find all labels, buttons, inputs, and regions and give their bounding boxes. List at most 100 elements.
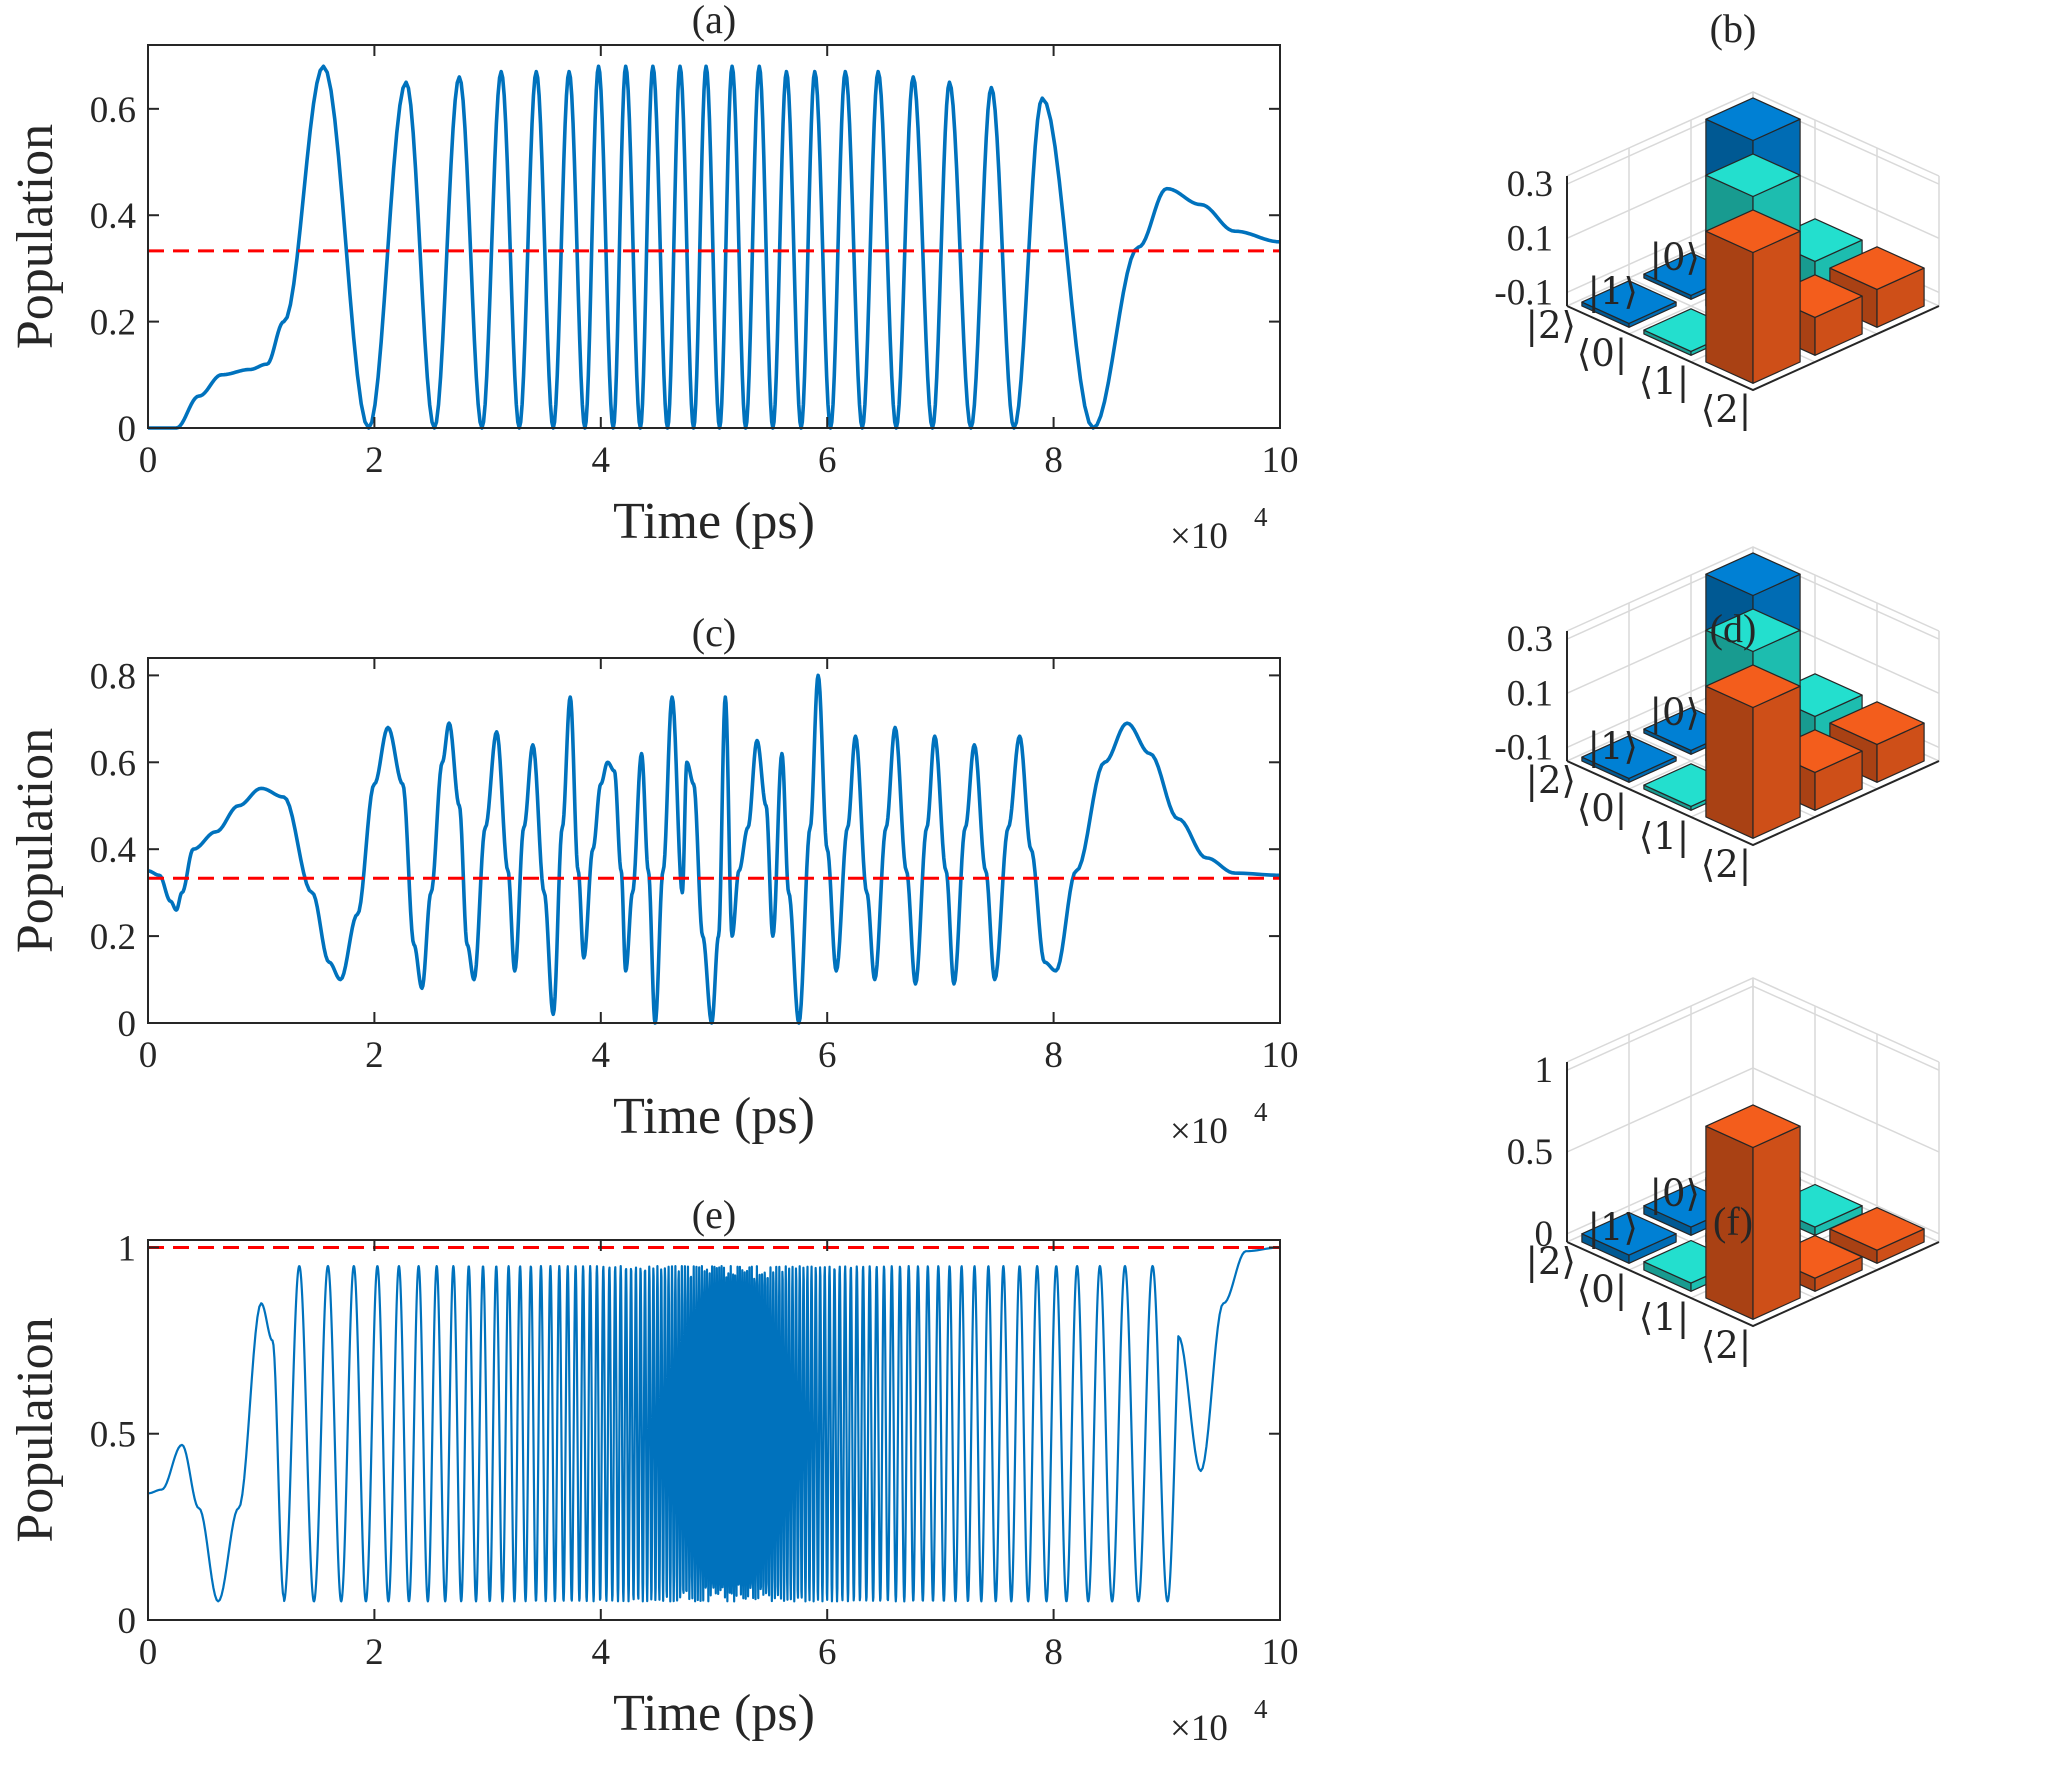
column-label: ⟨0| (1577, 332, 1627, 375)
population-series-line (147, 1246, 1281, 1603)
floor-edge (1566, 305, 1940, 392)
y-axis-label: Population (7, 124, 64, 349)
x-tick-label: 6 (818, 440, 837, 481)
x-tick-label: 8 (1044, 1035, 1063, 1076)
x-axis-exponent: 4 (1254, 502, 1268, 532)
bar-face-top (1581, 280, 1677, 324)
y-tick-label: 0.6 (90, 743, 136, 784)
bar-face-front-left (1705, 685, 1754, 839)
x-axis-multiplier: ×10 (1170, 1708, 1228, 1749)
z-tick-label: 0.3 (1507, 164, 1553, 205)
y-axis-label: Population (7, 728, 64, 953)
column-label: ⟨2| (1701, 388, 1751, 431)
bar-face-top (1705, 1104, 1801, 1149)
column-label: ⟨1| (1639, 360, 1689, 403)
plot-frame (147, 657, 1281, 1024)
panel-label: (e) (692, 1192, 736, 1237)
z-tick-label: 1 (1535, 1050, 1554, 1091)
plot-frame (147, 1239, 1281, 1621)
x-tick-label: 10 (1262, 1632, 1299, 1673)
y-tick-label: 0.2 (90, 303, 136, 344)
bar-face-top (1581, 735, 1677, 780)
y-tick-label: 0 (118, 1004, 137, 1045)
bar-face-top (1829, 701, 1925, 746)
y-tick-label: 0.5 (90, 1415, 136, 1456)
x-axis-exponent: 4 (1254, 1097, 1268, 1127)
y-tick-label: 0.2 (90, 917, 136, 958)
row-label: |1⟩ (1588, 270, 1638, 313)
bar-face-front-right (1752, 1125, 1801, 1320)
column-label: ⟨1| (1639, 1296, 1689, 1339)
column-label: ⟨0| (1577, 787, 1627, 830)
x-tick-label: 2 (365, 1035, 384, 1076)
panel-label: (a) (692, 0, 736, 42)
line-chart-e: 0 2 4 6 8 10 0 0.5 1 (e) Time (ps) Population ×10 4 (7, 1192, 1299, 1749)
row-label: |0⟩ (1650, 1172, 1700, 1215)
row-label: |1⟩ (1588, 725, 1638, 768)
x-tick-label: 0 (139, 1035, 158, 1076)
row-label: |2⟩ (1526, 304, 1576, 347)
x-tick-label: 8 (1044, 1632, 1063, 1673)
panel-label: (c) (692, 610, 736, 655)
floor-edge (1566, 1241, 1940, 1328)
bar-face-top (1581, 1211, 1677, 1256)
row-label: |2⟩ (1526, 1240, 1576, 1283)
x-tick-label: 4 (592, 440, 611, 481)
x-tick-label: 4 (592, 1035, 611, 1076)
x-tick-label: 6 (818, 1035, 837, 1076)
bar-face-top (1705, 153, 1801, 198)
bar-face-top (1829, 1206, 1925, 1251)
x-axis-label: Time (ps) (613, 1088, 815, 1145)
z-tick-label: -0.1 (1494, 727, 1553, 768)
y-tick-label: 1 (118, 1228, 137, 1269)
z-tick-label: 0.1 (1507, 218, 1553, 259)
bar-face-top (1705, 552, 1801, 597)
x-tick-label: 0 (139, 440, 158, 481)
column-label: ⟨2| (1701, 1324, 1751, 1367)
bar-face-front-right (1752, 685, 1801, 839)
y-tick-label: 0.8 (90, 656, 136, 697)
x-axis-exponent: 4 (1254, 1694, 1268, 1724)
z-tick-label: 0.1 (1507, 673, 1553, 714)
x-axis-label: Time (ps) (613, 493, 815, 550)
y-tick-label: 0.4 (90, 830, 136, 871)
z-tick-label: 0.3 (1507, 619, 1553, 660)
x-tick-label: 6 (818, 1632, 837, 1673)
line-chart-a: 0 2 4 6 8 10 0 0.2 0.4 0.6 (a) Time (ps) Population ×… (7, 0, 1299, 557)
x-tick-label: 8 (1044, 440, 1063, 481)
row-label: |1⟩ (1588, 1206, 1638, 1249)
population-series-line (147, 673, 1281, 1025)
z-tick-label: -0.1 (1494, 272, 1553, 313)
bar-face-top (1705, 97, 1801, 142)
z-tick-label: 0 (1535, 1214, 1554, 1255)
y-tick-label: 0 (118, 1601, 137, 1642)
y-tick-label: 0 (118, 409, 137, 450)
row-label: |0⟩ (1650, 691, 1700, 734)
plot-frame (147, 44, 1281, 429)
row-label: |2⟩ (1526, 759, 1576, 802)
column-label: ⟨1| (1639, 815, 1689, 858)
x-tick-label: 4 (592, 1632, 611, 1673)
x-axis-multiplier: ×10 (1170, 516, 1228, 557)
z-tick-label: 0.5 (1507, 1132, 1553, 1173)
x-axis-label: Time (ps) (613, 1685, 815, 1742)
panel-label: (d) (1710, 606, 1757, 651)
floor-edge (1566, 760, 1940, 847)
bar-face-top (1705, 608, 1801, 653)
x-tick-label: 0 (139, 1632, 158, 1673)
line-chart-c: 0 2 4 6 8 10 0 0.2 0.4 0.6 0.8 (c) Time (ps) Populati… (7, 610, 1299, 1152)
panel-label: (b) (1710, 6, 1757, 51)
x-axis-multiplier: ×10 (1170, 1111, 1228, 1152)
y-tick-label: 0.6 (90, 90, 136, 131)
panel-label: (f) (1713, 1199, 1753, 1244)
x-tick-label: 10 (1262, 440, 1299, 481)
row-label: |0⟩ (1650, 236, 1700, 279)
bar-face-top (1829, 246, 1925, 290)
column-label: ⟨2| (1701, 843, 1751, 886)
x-tick-label: 2 (365, 440, 384, 481)
y-axis-label: Population (7, 1317, 64, 1542)
population-series-line (148, 64, 1281, 430)
x-tick-label: 2 (365, 1632, 384, 1673)
bar-face-front-right (1752, 230, 1801, 384)
